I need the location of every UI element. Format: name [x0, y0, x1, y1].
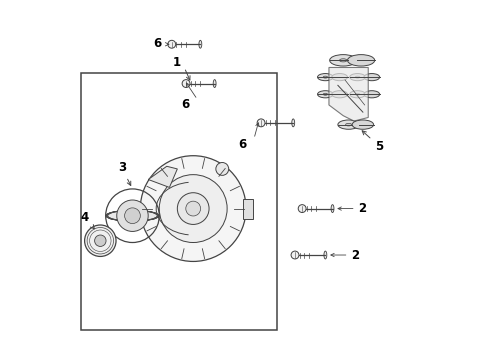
- Text: 3: 3: [118, 161, 131, 185]
- Circle shape: [291, 251, 299, 259]
- Circle shape: [186, 201, 200, 216]
- Ellipse shape: [199, 40, 202, 48]
- Text: 1: 1: [173, 55, 181, 69]
- Circle shape: [95, 235, 106, 247]
- Bar: [81, 73, 277, 330]
- Ellipse shape: [213, 80, 216, 87]
- Text: 2: 2: [351, 248, 360, 261]
- Ellipse shape: [292, 119, 294, 127]
- Ellipse shape: [350, 91, 366, 98]
- Text: 6: 6: [153, 37, 161, 50]
- Ellipse shape: [318, 73, 333, 81]
- Circle shape: [159, 175, 227, 243]
- Ellipse shape: [318, 91, 333, 98]
- Circle shape: [117, 200, 148, 231]
- Ellipse shape: [85, 225, 116, 256]
- Ellipse shape: [106, 210, 159, 221]
- Text: 6: 6: [181, 99, 190, 112]
- Text: 4: 4: [81, 211, 94, 229]
- Ellipse shape: [332, 91, 347, 98]
- Ellipse shape: [352, 120, 373, 129]
- Ellipse shape: [355, 76, 360, 78]
- Ellipse shape: [345, 123, 351, 126]
- Ellipse shape: [107, 211, 157, 221]
- Ellipse shape: [364, 73, 380, 81]
- Circle shape: [140, 156, 246, 261]
- Ellipse shape: [331, 204, 334, 212]
- Circle shape: [216, 162, 229, 175]
- Circle shape: [177, 193, 209, 224]
- Text: 2: 2: [359, 202, 367, 215]
- Text: 6: 6: [239, 138, 247, 151]
- Ellipse shape: [338, 120, 359, 129]
- Ellipse shape: [323, 76, 327, 78]
- Polygon shape: [329, 67, 368, 121]
- Ellipse shape: [355, 93, 360, 95]
- Text: 5: 5: [362, 131, 383, 153]
- Circle shape: [124, 208, 140, 224]
- Ellipse shape: [107, 210, 158, 221]
- Ellipse shape: [330, 55, 357, 66]
- Polygon shape: [148, 166, 177, 188]
- Ellipse shape: [340, 59, 347, 62]
- Ellipse shape: [106, 210, 159, 221]
- Circle shape: [298, 204, 306, 212]
- Ellipse shape: [323, 93, 327, 95]
- Circle shape: [257, 119, 265, 127]
- Bar: [243, 199, 253, 219]
- Ellipse shape: [324, 251, 327, 259]
- Circle shape: [182, 80, 190, 87]
- Ellipse shape: [347, 55, 375, 66]
- Ellipse shape: [364, 91, 380, 98]
- Circle shape: [168, 40, 176, 48]
- Ellipse shape: [350, 73, 366, 81]
- Ellipse shape: [332, 73, 347, 81]
